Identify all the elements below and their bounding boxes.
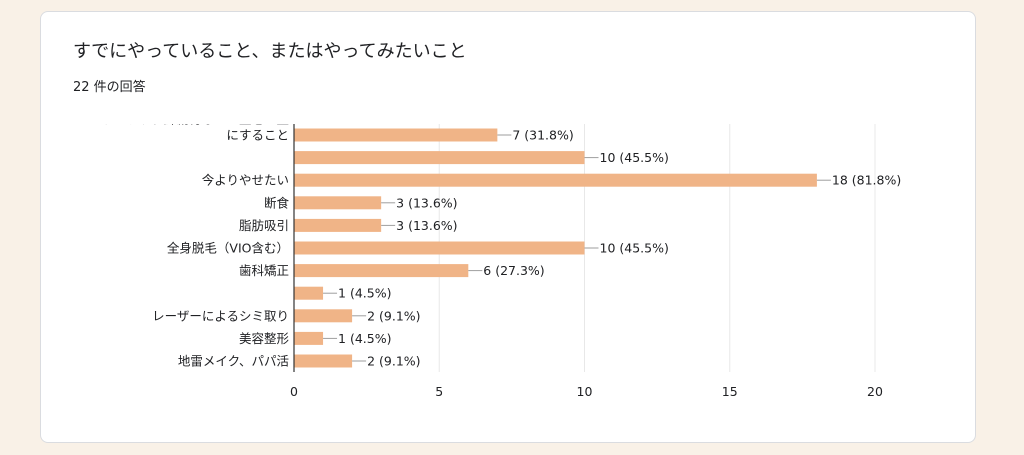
data-label: 3 (13.6%) xyxy=(396,218,457,233)
category-label: レーザーによるシミ取り xyxy=(152,308,289,323)
category-label: 地雷メイク、パパ活 xyxy=(178,354,289,369)
x-tick-label: 10 xyxy=(577,384,593,399)
category-label: にすること xyxy=(226,128,289,143)
bar xyxy=(294,264,469,278)
data-label: 10 (45.5%) xyxy=(600,150,669,165)
category-label: 今よりやせたい xyxy=(202,173,289,188)
data-label: 10 (45.5%) xyxy=(600,241,669,256)
data-label: 18 (81.8%) xyxy=(832,173,901,188)
response-count: 22 件の回答 xyxy=(73,80,146,95)
category-label: 全身脱毛（VIO含む） xyxy=(167,241,289,256)
data-label: 2 (9.1%) xyxy=(367,308,420,323)
bar xyxy=(294,354,353,368)
x-tick-label: 0 xyxy=(290,384,298,399)
question-title: すでにやっていること、またはやってみたいこと xyxy=(73,41,467,62)
x-tick-label: 5 xyxy=(435,384,443,399)
category-label: 脂肪吸引 xyxy=(239,218,289,233)
x-tick-label: 20 xyxy=(867,384,883,399)
bar xyxy=(294,218,382,232)
data-label: 3 (13.6%) xyxy=(396,195,457,210)
bar xyxy=(294,128,498,142)
category-label: 美容整形 xyxy=(239,331,290,346)
bar xyxy=(294,196,382,210)
bar xyxy=(294,241,585,255)
bar xyxy=(294,309,353,323)
category-label: アイプチ、絆創膏など二重を二重 xyxy=(103,112,289,127)
response-card: すでにやっていること、またはやってみたいこと 22 件の回答 7 (31.8%)… xyxy=(40,11,976,443)
category-label: 歯科矯正 xyxy=(239,263,289,278)
data-label: 1 (4.5%) xyxy=(338,331,391,346)
data-label: 6 (27.3%) xyxy=(483,263,544,278)
x-tick-label: 15 xyxy=(722,384,738,399)
bar xyxy=(294,151,585,165)
bar xyxy=(294,173,817,187)
data-label: 7 (31.8%) xyxy=(512,128,573,143)
bar xyxy=(294,331,324,345)
data-label: 2 (9.1%) xyxy=(367,354,420,369)
data-label: 1 (4.5%) xyxy=(338,286,391,301)
bar xyxy=(294,286,324,300)
category-label: 断食 xyxy=(264,195,290,210)
